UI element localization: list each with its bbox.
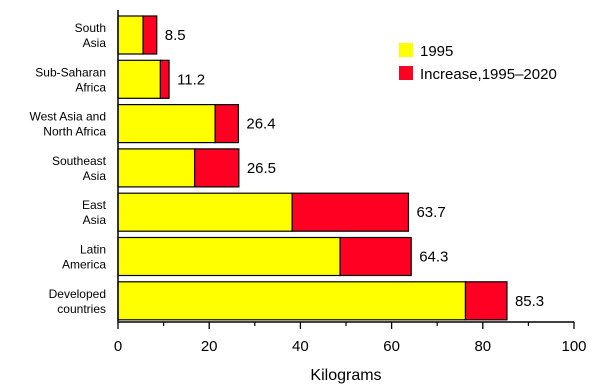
x-tick-label-5: 100 bbox=[561, 338, 586, 355]
category-label-0-0: South bbox=[75, 21, 106, 35]
total-label-2: 26.4 bbox=[246, 116, 275, 133]
category-label-4-0: East bbox=[82, 198, 107, 212]
bar-increase-3 bbox=[194, 148, 240, 188]
legend: 1995 Increase,1995–2020 bbox=[399, 43, 557, 83]
legend-label-0: 1995 bbox=[420, 43, 453, 60]
bar-increase-1 bbox=[159, 59, 170, 99]
bar-increase-0 bbox=[142, 15, 158, 55]
total-label-1: 11.2 bbox=[177, 71, 205, 88]
bars-group bbox=[117, 15, 508, 321]
legend-label-1: Increase,1995–2020 bbox=[420, 66, 557, 83]
x-tick-label-2: 40 bbox=[292, 338, 309, 355]
category-label-0-1: Asia bbox=[83, 36, 107, 50]
bar-base-0 bbox=[117, 15, 144, 55]
bar-base-4 bbox=[117, 192, 293, 232]
bar-increase-4 bbox=[291, 192, 410, 232]
legend-swatch-1 bbox=[399, 66, 413, 80]
x-axis-title: Kilograms bbox=[310, 367, 381, 384]
bar-base-5 bbox=[117, 236, 341, 277]
labels-group: 8.5SouthAsia11.2Sub-SaharanAfrica26.4Wes… bbox=[30, 21, 545, 316]
category-label-5-0: Latin bbox=[80, 243, 106, 257]
category-label-3-0: Southeast bbox=[52, 154, 107, 168]
legend-swatch-0 bbox=[399, 43, 413, 57]
category-label-1-1: Africa bbox=[75, 80, 106, 94]
total-label-3: 26.5 bbox=[247, 160, 276, 177]
total-label-6: 85.3 bbox=[515, 293, 544, 310]
bar-increase-2 bbox=[214, 103, 239, 144]
bar-base-6 bbox=[117, 281, 467, 321]
category-label-1-0: Sub-Saharan bbox=[35, 65, 106, 79]
x-tick-label-4: 80 bbox=[474, 338, 491, 355]
category-label-4-1: Asia bbox=[83, 213, 107, 227]
bar-base-2 bbox=[117, 103, 216, 144]
category-label-6-0: Developed bbox=[49, 287, 106, 301]
bar-increase-5 bbox=[339, 236, 412, 277]
x-tick-label-3: 60 bbox=[383, 338, 400, 355]
category-label-2-1: North Africa bbox=[43, 125, 106, 139]
total-label-5: 64.3 bbox=[419, 249, 448, 266]
category-label-2-0: West Asia and bbox=[30, 110, 107, 124]
bar-increase-6 bbox=[464, 281, 508, 321]
bar-base-1 bbox=[117, 59, 162, 99]
category-label-3-1: Asia bbox=[83, 169, 107, 183]
total-label-0: 8.5 bbox=[165, 27, 186, 44]
x-axis-ticks: 0 20 40 60 80 100 bbox=[114, 322, 587, 355]
category-label-6-1: countries bbox=[57, 302, 106, 316]
x-tick-label-1: 20 bbox=[201, 338, 218, 355]
total-label-4: 63.7 bbox=[416, 204, 445, 221]
category-label-5-1: America bbox=[62, 258, 106, 272]
x-tick-label-0: 0 bbox=[114, 338, 122, 355]
bar-base-3 bbox=[117, 148, 196, 188]
